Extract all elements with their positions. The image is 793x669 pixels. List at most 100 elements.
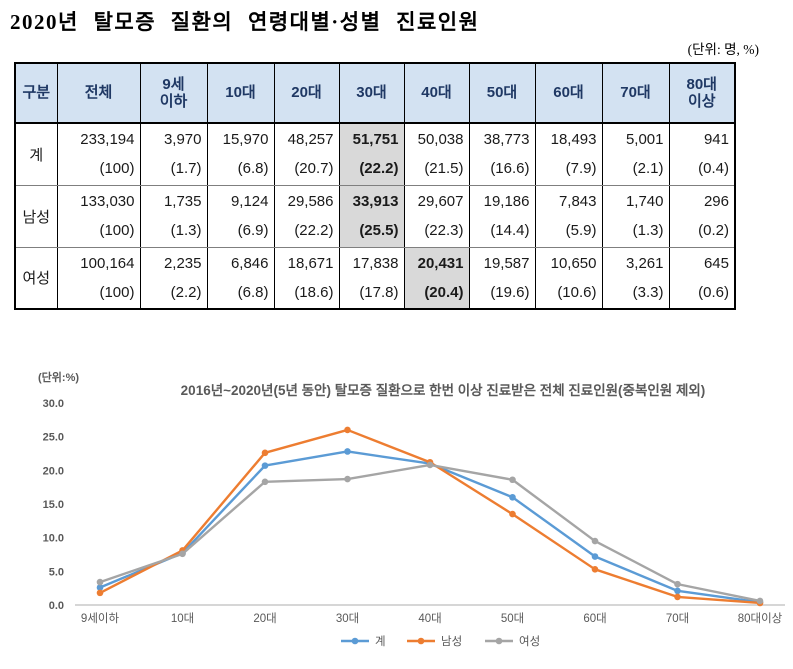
legend-label: 여성 (519, 635, 540, 648)
data-point (509, 493, 516, 501)
cell-count: 645 (703, 254, 729, 272)
data-point (344, 426, 351, 434)
table-header-cell: 구분 (14, 62, 58, 124)
cell-percent: (10.6) (557, 283, 597, 301)
cell-count: 7,843 (558, 193, 597, 210)
x-axis-label: 30대 (336, 612, 359, 625)
cell-percent: (16.6) (490, 160, 530, 178)
table-cell: 133,030 (100) (56, 184, 141, 248)
series-line-남성 (98, 428, 762, 605)
table-cell: 51,751 (22.2) (338, 122, 405, 186)
data-point (591, 537, 599, 545)
chart-unit-label: (단위:%) (38, 370, 79, 384)
cell-count: 19,186 (483, 193, 530, 210)
cell-count: 10,650 (550, 254, 597, 272)
cell-count: 3,970 (163, 131, 202, 149)
table-cell: 100,164 (100) (56, 246, 141, 310)
table-header-cell: 20대 (273, 62, 340, 124)
table-cell: 48,257 (20.7) (273, 122, 340, 186)
cell-percent: (1.7) (170, 160, 202, 178)
cell-count: 1,735 (163, 193, 202, 210)
cell-percent: (1.3) (632, 222, 664, 239)
cell-count: 15,970 (222, 131, 269, 149)
cell-count: 1,740 (625, 193, 664, 210)
y-axis-tick-label: 10.0 (43, 533, 64, 545)
y-axis-tick-label: 0.0 (49, 600, 64, 612)
table-cell: 29,586 (22.2) (273, 184, 340, 248)
legend-label: 남성 (441, 635, 462, 648)
cell-count: 18,671 (287, 254, 334, 272)
table-cell: 296 (0.2) (668, 184, 736, 248)
data-point (344, 448, 351, 455)
table-cell: 17,838 (17.8) (338, 246, 405, 310)
y-axis-tick-label: 5.0 (49, 566, 64, 578)
table-cell: 7,843 (5.9) (534, 184, 603, 248)
cell-count: 133,030 (80, 193, 135, 210)
cell-count: 2,235 (163, 254, 202, 272)
cell-percent: (22.2) (294, 222, 334, 239)
table-header-cell: 50대 (468, 62, 536, 124)
table-cell: 20,431 (20.4) (403, 246, 470, 310)
cell-percent: (6.9) (237, 222, 269, 239)
table-cell: 10,650 (10.6) (534, 246, 603, 310)
cell-count: 29,586 (287, 193, 334, 210)
table-unit-note: (단위: 명, %) (687, 42, 759, 57)
legend-label: 계 (375, 635, 386, 648)
cell-percent: (100) (99, 222, 135, 239)
data-point (344, 475, 351, 483)
cell-count: 20,431 (417, 254, 464, 272)
row-label: 여성 (14, 246, 58, 310)
cell-percent: (21.5) (424, 160, 464, 178)
x-axis-label: 80대이상 (738, 612, 783, 625)
table-header-cell: 전체 (56, 62, 141, 124)
series-line-여성 (98, 463, 762, 603)
table-cell: 3,970 (1.7) (139, 122, 208, 186)
cell-percent: (100) (99, 283, 135, 301)
cell-percent: (2.1) (632, 160, 664, 178)
cell-percent: (20.4) (424, 283, 464, 301)
cell-count: 9,124 (230, 193, 269, 210)
data-point (509, 510, 516, 518)
data-point (756, 597, 764, 605)
table-cell: 19,587 (19.6) (468, 246, 536, 310)
x-axis-label: 10대 (171, 612, 194, 625)
table-header-cell: 70대 (601, 62, 670, 124)
data-point (591, 566, 599, 573)
table-cell: 50,038 (21.5) (403, 122, 470, 186)
cell-count: 19,587 (483, 254, 530, 272)
table-row: 여성 100,164 (100) 2,235 (2.2) 6,846 (6.8) 18,671… (14, 246, 736, 310)
legend-marker-icon (351, 637, 359, 645)
legend-marker-icon (417, 637, 425, 645)
cell-percent: (7.9) (565, 160, 597, 178)
data-point (96, 584, 104, 591)
cell-percent: (17.8) (359, 283, 399, 301)
data-point (674, 593, 681, 601)
cell-percent: (18.6) (294, 283, 334, 301)
age-gender-table: 구분 전체 9세 이하 10대 20대 30대 40대 50대 60대 70대 80대 이상 계 23… (14, 62, 736, 310)
table-header-cell: 60대 (534, 62, 603, 124)
data-point (426, 461, 434, 469)
cell-count: 51,751 (352, 131, 399, 149)
cell-count: 50,038 (417, 131, 464, 149)
cell-count: 6,846 (230, 254, 269, 272)
y-axis-tick-label: 30.0 (43, 398, 64, 410)
table-cell: 2,235 (2.2) (139, 246, 208, 310)
cell-percent: (1.3) (170, 222, 202, 239)
table-cell: 1,735 (1.3) (139, 184, 208, 248)
cell-percent: (6.8) (237, 283, 269, 301)
data-point (261, 462, 269, 469)
cell-count: 48,257 (287, 131, 334, 149)
y-axis-tick-label: 15.0 (43, 499, 64, 511)
table-cell: 5,001 (2.1) (601, 122, 670, 186)
table-cell: 645 (0.6) (668, 246, 736, 310)
row-label: 남성 (14, 184, 58, 248)
y-axis-tick-label: 25.0 (43, 432, 64, 444)
cell-percent: (0.2) (698, 222, 729, 239)
cell-count: 17,838 (352, 254, 399, 272)
data-point (674, 587, 681, 595)
line-chart: (단위:%) 2016년~2020년(5년 동안) 탈모증 질환으로 한번 이상 … (0, 358, 793, 669)
data-point (261, 449, 269, 457)
page-title: 2020년 탈모증 질환의 연령대별·성별 진료인원 (10, 10, 480, 34)
x-axis-label: 60대 (583, 612, 606, 625)
cell-count: 296 (703, 193, 729, 210)
